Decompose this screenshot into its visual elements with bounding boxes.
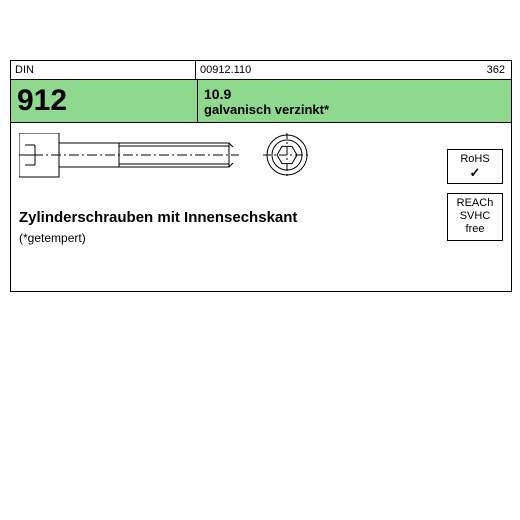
header-green-row: 912 10.9 galvanisch verzinkt*	[11, 80, 511, 123]
reach-line3: free	[448, 223, 502, 236]
code-mid: 00912.110	[196, 61, 455, 79]
code-right: 362	[455, 61, 511, 79]
product-title: Zylinderschrauben mit Innensechskant	[19, 209, 297, 226]
product-note: (*getempert)	[19, 231, 86, 245]
body-area: Zylinderschrauben mit Innensechskant (*g…	[11, 123, 511, 291]
strength-class: 10.9	[204, 86, 511, 102]
std-label: DIN	[11, 61, 196, 79]
finish: galvanisch verzinkt*	[204, 102, 511, 117]
check-icon: ✓	[448, 166, 502, 179]
header-top-row: DIN 00912.110 362	[11, 61, 511, 80]
screw-drawing	[19, 133, 339, 183]
spec-cell: 10.9 galvanisch verzinkt*	[198, 80, 511, 122]
std-number: 912	[11, 80, 198, 122]
datasheet: DIN 00912.110 362 912 10.9 galvanisch ve…	[10, 60, 512, 292]
page: DIN 00912.110 362 912 10.9 galvanisch ve…	[0, 0, 520, 520]
reach-line1: REACh	[448, 197, 502, 210]
reach-badge: REACh SVHC free	[447, 193, 503, 241]
rohs-badge: RoHS ✓	[447, 149, 503, 184]
reach-line2: SVHC	[448, 210, 502, 223]
